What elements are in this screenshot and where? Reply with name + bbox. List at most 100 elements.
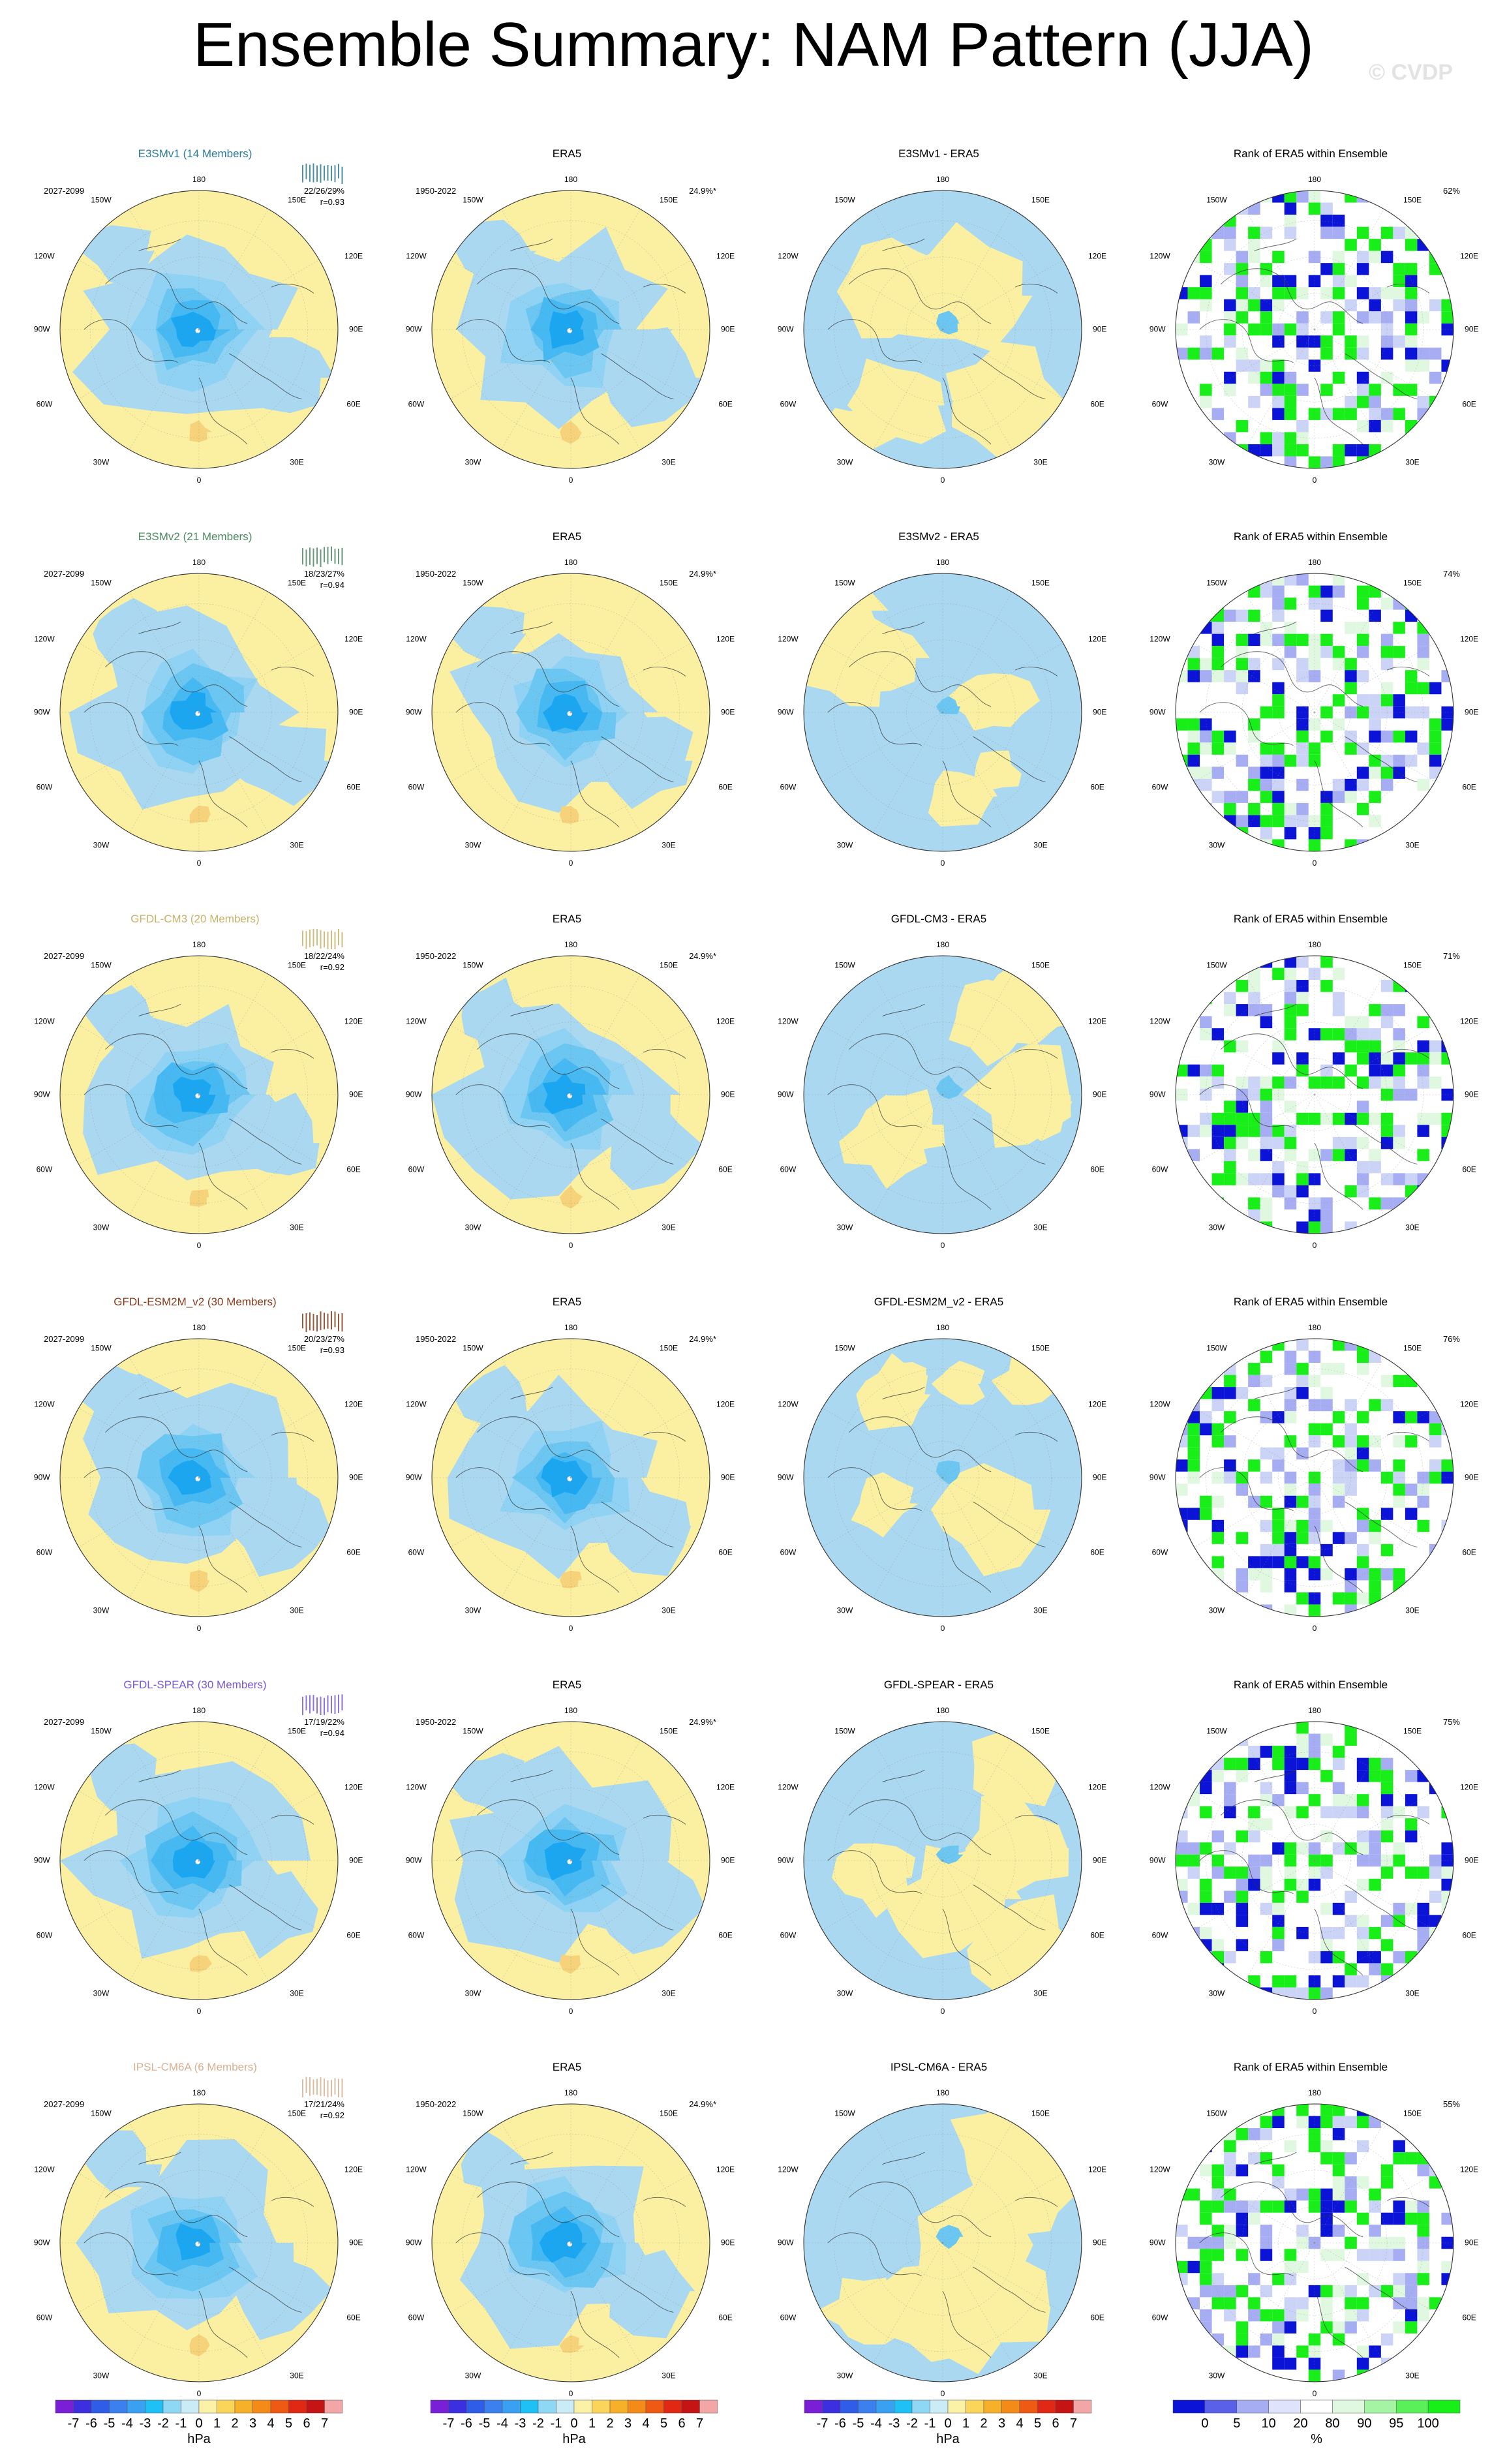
colorbar-tick: -4 bbox=[496, 2416, 508, 2431]
lon-label-bottom: 0 bbox=[569, 1241, 573, 1250]
lon-label-left_lower: 60W bbox=[780, 1931, 797, 1940]
colorbar-tick: 7 bbox=[696, 2416, 703, 2431]
panel-4-3: GFDL-ESM2M_v2 - ERA5 180 0 150W 150E 120W 120E… bbox=[750, 1266, 1127, 1648]
lon-label-top: 180 bbox=[192, 175, 206, 184]
lon-label-right: 90E bbox=[1465, 1090, 1478, 1099]
lon-label-top: 180 bbox=[1308, 1323, 1321, 1332]
colorbar-unit: hPa bbox=[562, 2432, 586, 2446]
lon-label-left: 90W bbox=[1149, 2238, 1166, 2247]
panel-4-2: ERA5 1950-2022 24.9%* 180 0 150W 150E 120W 120E 9… bbox=[378, 1266, 755, 1648]
lon-label-lower_left: 30W bbox=[1209, 840, 1225, 849]
lon-label-left_upper: 120W bbox=[34, 1400, 55, 1409]
pattern-map: 180 0 150W 150E 120W 120E 90W 90E 60W 60E 30W 30E bbox=[406, 1706, 735, 2016]
lon-label-upper_left: 150W bbox=[1206, 1727, 1227, 1736]
panel-title: E3SMv2 (21 Members) bbox=[138, 530, 252, 543]
pct-variance-label: 24.9%* bbox=[689, 951, 716, 961]
lon-label-top: 180 bbox=[936, 558, 949, 567]
panel-title: Rank of ERA5 within Ensemble bbox=[1233, 2061, 1388, 2073]
lon-label-upper_right: 150E bbox=[288, 579, 306, 588]
panel-1-1: E3SMv1 (14 Members) 2027-2099 22/26/29% r=0… bbox=[7, 117, 384, 500]
colorbar-rank: 0 5 10 20 80 90 95 100% bbox=[1172, 2399, 1461, 2446]
lon-label-lower_left: 30W bbox=[1209, 1223, 1225, 1232]
pct-variance-label: 24.9%* bbox=[689, 1334, 716, 1344]
panel-title: E3SMv2 - ERA5 bbox=[898, 530, 979, 543]
lon-label-upper_left: 150W bbox=[1206, 2109, 1227, 2118]
colorbar-swatch bbox=[484, 2399, 503, 2414]
lon-label-right: 90E bbox=[721, 2238, 735, 2247]
colorbar-swatch bbox=[1001, 2399, 1020, 2414]
lon-label-upper_left: 150W bbox=[91, 961, 112, 970]
lon-label-right_lower: 60E bbox=[1090, 1548, 1104, 1557]
lon-label-lower_left: 30W bbox=[93, 840, 110, 849]
lon-label-top: 180 bbox=[936, 175, 949, 184]
colorbar-tick: 4 bbox=[267, 2416, 274, 2431]
lon-label-top: 180 bbox=[564, 1706, 577, 1715]
colorbar-swatch bbox=[1364, 2399, 1397, 2414]
lon-label-left: 90W bbox=[778, 1856, 794, 1865]
lon-label-upper_left: 150W bbox=[834, 1727, 855, 1736]
lon-label-left_lower: 60W bbox=[408, 400, 425, 409]
colorbar-tick: -2 bbox=[532, 2416, 544, 2431]
period-label: 1950-2022 bbox=[416, 2099, 457, 2109]
lon-label-right_upper: 120E bbox=[716, 1017, 735, 1026]
panel-1-2: ERA5 1950-2022 24.9%* 180 0 150W 150E 120W 120E 9… bbox=[378, 117, 755, 500]
ensemble-spread-icon bbox=[302, 1694, 343, 1715]
colorbar-tick: 6 bbox=[678, 2416, 685, 2431]
ensemble-spread-icon bbox=[302, 2076, 343, 2097]
lon-label-right_upper: 120E bbox=[1088, 1400, 1106, 1409]
lon-label-right_lower: 60E bbox=[1090, 1165, 1104, 1174]
lon-label-upper_left: 150W bbox=[91, 579, 112, 588]
lon-label-bottom: 0 bbox=[941, 859, 945, 868]
colorbar-tick: 6 bbox=[1052, 2416, 1059, 2431]
lon-label-left: 90W bbox=[778, 1473, 794, 1482]
pct-variance-label: 24.9%* bbox=[689, 186, 716, 196]
pattern-corr-label: r=0.92 bbox=[320, 2110, 344, 2120]
lon-label-upper_left: 150W bbox=[1206, 579, 1227, 588]
colorbar-tick: -6 bbox=[834, 2416, 846, 2431]
lon-label-upper_right: 150E bbox=[288, 2109, 306, 2118]
lon-label-upper_left: 150W bbox=[463, 2109, 483, 2118]
colorbar-tick: 1 bbox=[588, 2416, 596, 2431]
lon-label-left_upper: 120W bbox=[34, 252, 55, 261]
lon-label-left_lower: 60W bbox=[1152, 1548, 1168, 1557]
panel-4-1: GFDL-ESM2M_v2 (30 Members) 2027-2099 20/23… bbox=[7, 1266, 384, 1648]
panel-title: ERA5 bbox=[552, 530, 582, 543]
colorbar-tick: 80 bbox=[1325, 2416, 1339, 2431]
lon-label-left_upper: 120W bbox=[34, 635, 55, 644]
pct-variance-label: 24.9%* bbox=[689, 569, 716, 579]
lon-label-right_upper: 120E bbox=[716, 1400, 735, 1409]
lon-label-upper_right: 150E bbox=[1031, 196, 1050, 205]
lon-label-left_lower: 60W bbox=[37, 1548, 53, 1557]
colorbar-swatch bbox=[930, 2399, 949, 2414]
period-label: 1950-2022 bbox=[416, 1717, 457, 1727]
pattern-map: 180 0 150W 150E 120W 120E 90W 90E 60W 60E 30W 30E bbox=[406, 2088, 735, 2398]
lon-label-right: 90E bbox=[1093, 2238, 1106, 2247]
panel-4-4: Rank of ERA5 within Ensemble 76% 180 0 150W 1… bbox=[1122, 1266, 1499, 1648]
lon-label-right_upper: 120E bbox=[1088, 1783, 1106, 1792]
lon-label-top: 180 bbox=[564, 175, 577, 184]
lon-label-upper_left: 150W bbox=[834, 579, 855, 588]
lon-label-left_upper: 120W bbox=[406, 635, 427, 644]
lon-label-left: 90W bbox=[778, 1090, 794, 1099]
colorbar-tick: 1 bbox=[962, 2416, 969, 2431]
colorbar-tick: 100 bbox=[1417, 2416, 1438, 2431]
panel-title: E3SMv1 - ERA5 bbox=[898, 147, 979, 160]
colorbar-unit: hPa bbox=[936, 2432, 960, 2446]
panel-2-1: E3SMv2 (21 Members) 2027-2099 18/23/27% r=0… bbox=[7, 500, 384, 883]
lon-label-upper_left: 150W bbox=[834, 196, 855, 205]
difference-map: 180 0 150W 150E 120W 120E 90W 90E 60W 60E 30W 30E bbox=[778, 1323, 1107, 1633]
lon-label-bottom: 0 bbox=[569, 2389, 573, 2398]
panel-title: GFDL-ESM2M_v2 - ERA5 bbox=[874, 1296, 1004, 1308]
lon-label-left_lower: 60W bbox=[780, 400, 797, 409]
lon-label-upper_left: 150W bbox=[463, 1344, 483, 1353]
pct-variance-label: 74% bbox=[1442, 569, 1460, 579]
panel-2-3: E3SMv2 - ERA5 180 0 150W 150E 120W 120E 90W 90E 6… bbox=[750, 500, 1127, 883]
colorbar-tick: -4 bbox=[870, 2416, 882, 2431]
lon-label-right: 90E bbox=[721, 325, 735, 334]
lon-label-right_lower: 60E bbox=[718, 1931, 732, 1940]
lon-label-right: 90E bbox=[1093, 708, 1106, 717]
lon-label-right_upper: 120E bbox=[344, 1783, 363, 1792]
colorbar-swatch bbox=[252, 2399, 271, 2414]
lon-label-top: 180 bbox=[564, 1323, 577, 1332]
ensemble-spread-icon bbox=[302, 163, 343, 184]
